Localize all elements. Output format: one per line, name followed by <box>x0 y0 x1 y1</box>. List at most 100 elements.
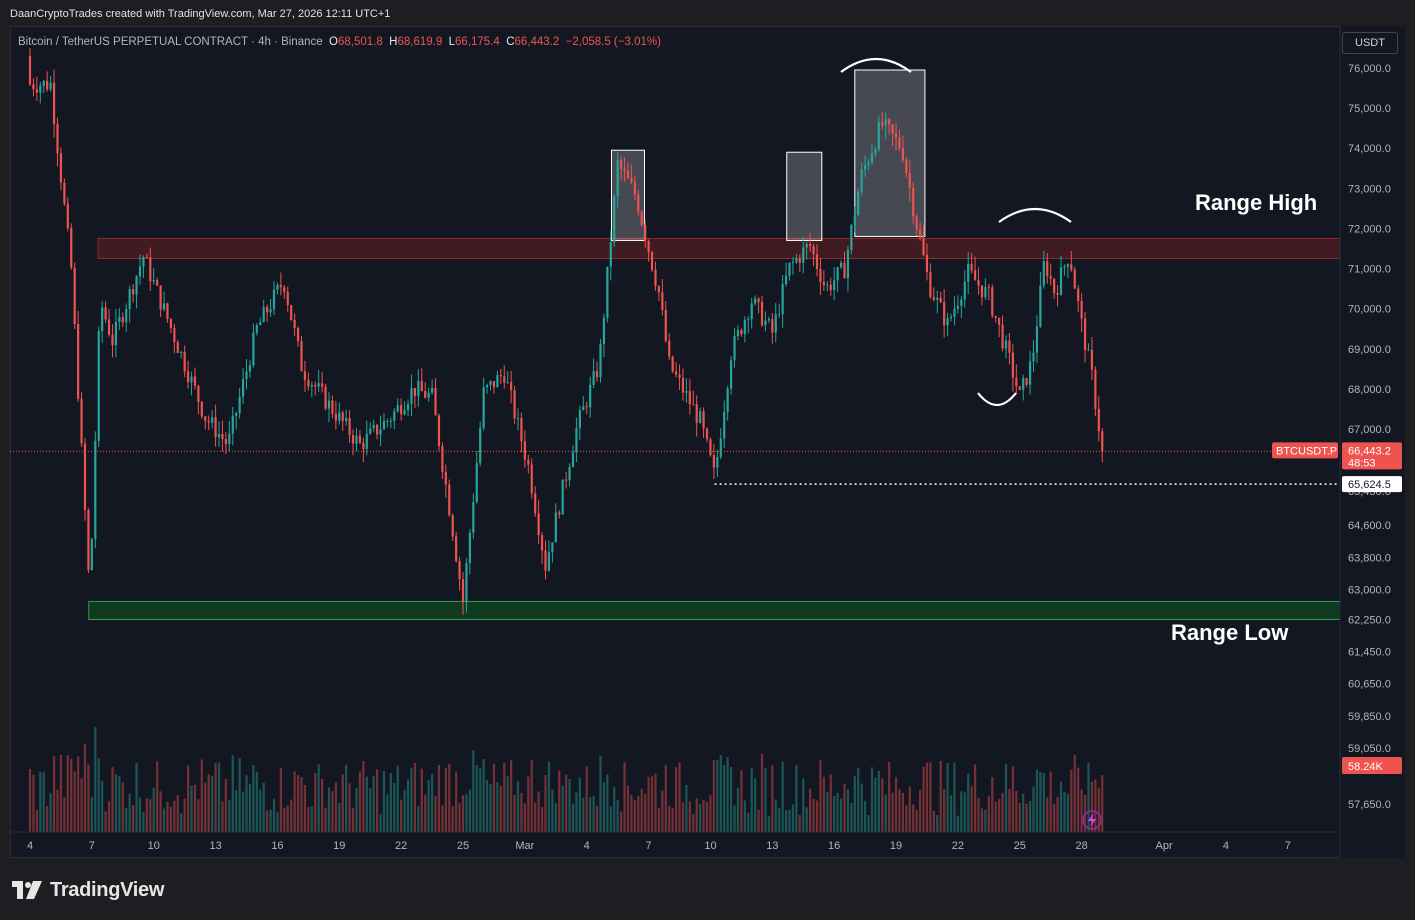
candle-body <box>97 331 100 441</box>
range-high-zone <box>97 237 1341 260</box>
volume-bar <box>857 768 860 832</box>
lightning-icon[interactable] <box>1082 810 1102 830</box>
volume-bar <box>125 807 128 832</box>
volume-bar <box>853 776 856 832</box>
volume-bar <box>101 780 104 832</box>
volume-bar <box>822 776 825 832</box>
candle-body <box>589 384 592 408</box>
tradingview-logo[interactable]: TradingView <box>12 877 164 903</box>
candle-body <box>441 446 444 472</box>
candle-body <box>424 391 427 398</box>
candle-body <box>513 390 516 419</box>
volume-bar <box>345 764 348 832</box>
candle-body <box>341 412 344 422</box>
volume-bar <box>602 782 606 832</box>
volume-bar <box>166 801 169 832</box>
candle-body <box>303 371 307 380</box>
volume-bar <box>1066 794 1069 832</box>
price-axis[interactable] <box>1340 26 1405 858</box>
volume-bar <box>186 765 190 832</box>
currency-button[interactable]: USDT <box>1342 32 1398 54</box>
volume-bar <box>623 762 626 832</box>
candle-body <box>846 249 850 279</box>
candle-body <box>1046 261 1049 277</box>
candle-body <box>468 532 471 564</box>
volume-bar <box>1046 797 1049 832</box>
candle-body <box>269 309 272 313</box>
volume-bar <box>692 813 695 832</box>
candle-body <box>451 515 454 537</box>
candle-body <box>888 119 891 125</box>
volume-bar <box>300 777 303 832</box>
top-bar: DaanCryptoTrades created with TradingVie… <box>0 0 1415 26</box>
volume-bar <box>963 792 966 832</box>
candle-body <box>723 411 726 439</box>
volume-bar <box>321 778 324 832</box>
candle-body <box>946 318 949 326</box>
candle-body <box>94 440 97 540</box>
volume-bar <box>943 789 946 832</box>
candle-body <box>204 416 207 421</box>
candle-body <box>262 307 265 322</box>
volume-bar <box>73 771 76 832</box>
time-tick-label: 22 <box>952 840 964 852</box>
candle-body <box>743 320 746 335</box>
volume-bar <box>207 774 210 832</box>
candle-body <box>372 424 375 429</box>
volume-bar <box>310 806 313 832</box>
candle-body <box>599 343 602 378</box>
volume-bar <box>468 789 471 832</box>
candle-body <box>434 387 437 416</box>
volume-bar <box>781 761 784 832</box>
volume-bar <box>1053 803 1056 832</box>
candle-body <box>310 384 313 387</box>
candle-body <box>1035 326 1039 353</box>
candle-body <box>929 271 932 298</box>
volume-bar <box>193 784 197 832</box>
candle-body <box>197 385 200 402</box>
candle-body <box>290 305 293 320</box>
candle-body <box>908 172 911 188</box>
candle-body <box>987 287 990 289</box>
volume-bar <box>1090 781 1094 832</box>
time-tick-label: 7 <box>1285 840 1291 852</box>
volume-bar <box>369 788 372 832</box>
chart-canvas[interactable]: 76,000.0 75,000.0 74,000.0 73,000.0 72,000.0… <box>10 26 1405 858</box>
candle-body <box>640 212 643 225</box>
candle-body <box>699 411 702 423</box>
volume-bar <box>898 789 901 832</box>
current-price-tag <box>1342 442 1402 470</box>
candle-body <box>362 442 365 450</box>
volume-bar <box>396 765 399 832</box>
change-value: −2,058.5 (−3.01%) <box>565 36 661 48</box>
time-tick-label: 4 <box>584 840 590 852</box>
volume-bar <box>276 812 279 832</box>
candle-body <box>606 266 609 318</box>
candle-body <box>726 388 729 412</box>
candle-body <box>898 137 901 149</box>
volume-bar <box>372 775 375 832</box>
volume-bar <box>936 814 939 832</box>
candle-body <box>386 420 389 422</box>
price-tick-label: 63,800.0 <box>1348 552 1391 564</box>
volume-bar <box>1077 767 1080 832</box>
volume-bar <box>70 758 73 832</box>
volume-bar <box>1070 769 1073 832</box>
volume-bar <box>307 806 310 832</box>
candle-body <box>186 371 190 383</box>
candle-body <box>121 317 124 323</box>
candle-body <box>77 323 80 399</box>
candle-body <box>754 298 757 304</box>
candle-body <box>760 301 764 326</box>
volume-bar <box>461 795 465 832</box>
time-tick-label: 25 <box>457 840 469 852</box>
volume-bar <box>657 808 661 832</box>
candle-body <box>1053 278 1056 294</box>
volume-bar <box>681 802 685 832</box>
volume-bar <box>252 764 255 832</box>
candle-body <box>1080 301 1083 319</box>
countdown-label: 48:53 <box>1348 457 1376 469</box>
volume-bar <box>1097 787 1100 832</box>
candle-body <box>180 352 183 354</box>
volume-bar <box>296 775 300 832</box>
